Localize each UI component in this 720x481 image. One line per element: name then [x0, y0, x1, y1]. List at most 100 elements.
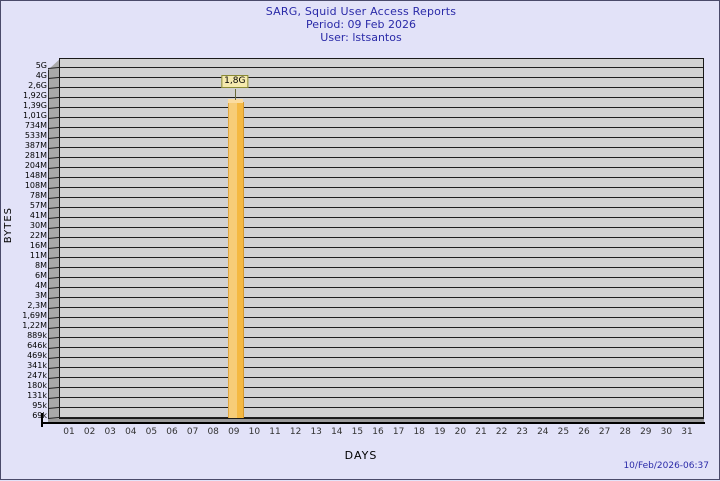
x-tick-label: 06	[166, 427, 178, 437]
y-axis-ticks: 5G 4G 2,6G 1,92G 1,39G 1,01G 734M 533M 387M 281M 2…	[1, 1, 47, 481]
y-tick-label: 1,92G	[22, 91, 47, 100]
gridline	[60, 377, 703, 378]
y-tick-label: 180k	[27, 381, 47, 390]
x-tick-label: 21	[475, 427, 487, 437]
x-tick-label: 25	[557, 427, 570, 437]
gridline	[60, 227, 703, 228]
gridline	[60, 197, 703, 198]
bar-front-face	[227, 99, 238, 418]
x-tick-label: 03	[104, 427, 116, 437]
x-axis-title: DAYS	[344, 449, 378, 462]
gridline	[60, 397, 703, 398]
x-tick-label: 04	[125, 427, 137, 437]
x-tick-label: 16	[372, 427, 384, 437]
x-tick-label: 26	[578, 427, 590, 437]
y-tick-label: 533M	[24, 131, 47, 140]
gridline	[60, 67, 703, 68]
gridline	[60, 417, 703, 418]
y-tick-label: 131k	[27, 391, 47, 400]
gridline	[60, 157, 703, 158]
y-tick-label: 2,3M	[27, 301, 47, 310]
y-tick-label: 95k	[32, 401, 47, 410]
x-tick-label: 22	[495, 427, 508, 437]
gridline	[60, 167, 703, 168]
y-tick-label: 30M	[29, 221, 47, 230]
x-tick-label: 05	[145, 427, 158, 437]
y-tick-label: 11M	[29, 251, 47, 260]
y-tick-label: 22M	[29, 231, 47, 240]
x-tick-label: 31	[681, 427, 693, 437]
gridline	[60, 367, 703, 368]
y-axis-line	[41, 413, 43, 427]
gridline	[60, 287, 703, 288]
x-tick-label: 12	[289, 427, 302, 437]
gridline	[60, 247, 703, 248]
gridline	[60, 107, 703, 108]
y-tick-label: 1,69M	[22, 311, 47, 320]
x-tick-label: 09	[228, 427, 240, 437]
y-tick-label: 1,22M	[22, 321, 47, 330]
gridline	[60, 347, 703, 348]
y-tick-label: 204M	[24, 161, 47, 170]
x-tick-label: 11	[269, 427, 281, 437]
gridline	[60, 257, 703, 258]
y-tick-label: 387M	[24, 141, 47, 150]
y-tick-label: 281M	[24, 151, 47, 160]
gridline	[60, 207, 703, 208]
plot-area: 1,8G	[59, 58, 704, 419]
x-tick-label: 24	[537, 427, 549, 437]
x-tick-label: 18	[413, 427, 425, 437]
x-tick-label: 08	[207, 427, 219, 437]
y-tick-label: 734M	[24, 121, 47, 130]
gridline	[60, 177, 703, 178]
y-tick-label: 41M	[29, 211, 47, 220]
y-tick-label: 2,6G	[28, 81, 47, 90]
y-tick-label: 4G	[35, 71, 47, 80]
gridline	[60, 117, 703, 118]
x-tick-label: 14	[331, 427, 343, 437]
gridline	[60, 217, 703, 218]
x-tick-label: 10	[248, 427, 261, 437]
x-tick-label: 15	[351, 427, 364, 437]
y-tick-label: 469k	[27, 351, 47, 360]
x-tick-label: 23	[516, 427, 528, 437]
gridline	[60, 97, 703, 98]
gridline	[60, 87, 703, 88]
x-tick-label: 28	[619, 427, 631, 437]
y-tick-label: 341k	[27, 361, 47, 370]
bar-value-label: 1,8G	[221, 75, 249, 88]
gridline	[60, 237, 703, 238]
generated-timestamp: 10/Feb/2026-06:37	[623, 461, 709, 471]
y-tick-label: 4M	[35, 281, 47, 290]
x-tick-label: 17	[392, 427, 405, 437]
report-title: SARG, Squid User Access Reports	[265, 5, 457, 18]
gridline	[60, 307, 703, 308]
bar-top-face	[227, 99, 243, 103]
gridline	[60, 77, 703, 78]
x-tick-label: 07	[186, 427, 199, 437]
x-tick-label: 20	[454, 427, 467, 437]
y-tick-label: 889k	[27, 331, 47, 340]
y-tick-label: 247k	[27, 371, 47, 380]
x-tick-label: 27	[598, 427, 611, 437]
x-tick-label: 29	[640, 427, 652, 437]
x-axis-line	[41, 422, 705, 424]
y-tick-label: 108M	[24, 181, 47, 190]
gridline	[60, 187, 703, 188]
report-user: User: lstsantos	[320, 31, 402, 44]
bar-label-stem	[234, 89, 236, 100]
gridline	[60, 337, 703, 338]
y-tick-label: 78M	[29, 191, 47, 200]
chart-title-block: SARG, Squid User Access Reports Period: …	[1, 5, 720, 44]
gridline	[60, 277, 703, 278]
y-tick-label: 1,39G	[22, 101, 47, 110]
gridline	[60, 317, 703, 318]
bar-side-face	[236, 102, 244, 418]
bar[interactable]	[227, 99, 244, 418]
gridline	[60, 327, 703, 328]
x-tick-label: 30	[660, 427, 673, 437]
gridline	[60, 137, 703, 138]
y-tick-label: 646k	[27, 341, 47, 350]
y-tick-label: 5G	[35, 61, 47, 70]
